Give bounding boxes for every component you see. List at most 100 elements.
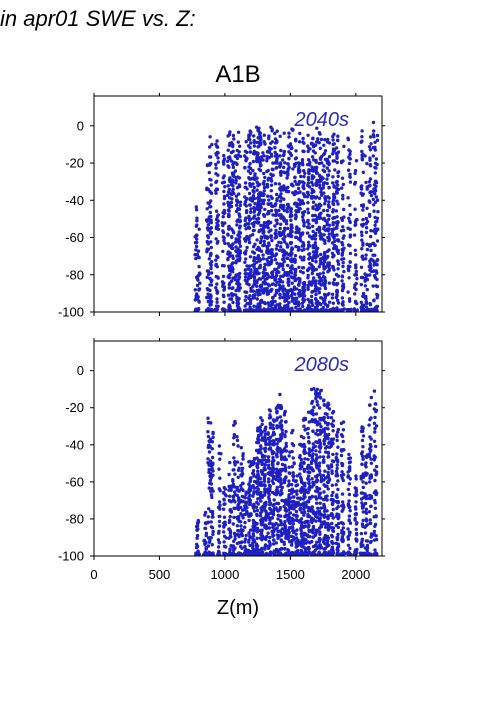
data-point [349, 307, 353, 311]
data-point [376, 210, 380, 214]
data-point [209, 520, 213, 524]
data-point [282, 292, 286, 296]
data-point [341, 225, 345, 229]
data-point [297, 280, 302, 285]
y-tick-label: -20 [65, 156, 84, 171]
data-point [243, 149, 248, 153]
data-point [332, 142, 336, 146]
data-point [257, 271, 261, 275]
data-point [252, 279, 257, 283]
data-point [309, 518, 314, 522]
data-point [290, 525, 294, 529]
data-point [306, 426, 310, 431]
data-point [266, 282, 270, 286]
data-point [272, 474, 276, 479]
data-point [306, 545, 311, 550]
data-point [322, 143, 326, 147]
data-point [233, 490, 237, 494]
data-point [236, 505, 240, 510]
data-point [319, 252, 323, 257]
data-point [208, 210, 212, 215]
data-point [275, 261, 279, 265]
data-point [285, 271, 289, 275]
data-point [238, 203, 243, 208]
data-point [274, 218, 278, 222]
data-point [289, 210, 293, 214]
data-point [270, 479, 274, 483]
data-point [287, 454, 291, 458]
data-point [319, 193, 324, 197]
data-point [368, 163, 373, 167]
data-point [322, 169, 327, 174]
data-point [241, 457, 245, 461]
data-point [325, 177, 329, 181]
data-point [375, 133, 380, 138]
data-point [273, 224, 277, 228]
data-point [313, 495, 318, 499]
data-point [268, 439, 272, 443]
data-point [368, 442, 372, 447]
data-point [336, 174, 340, 178]
data-point [247, 302, 251, 306]
data-point [335, 138, 340, 142]
data-point [236, 444, 240, 448]
data-point [325, 263, 330, 267]
data-point [231, 479, 235, 483]
data-point [293, 138, 298, 142]
y-tick-label: -80 [65, 511, 84, 526]
data-point [342, 215, 346, 219]
data-point [274, 228, 278, 233]
data-point [197, 287, 201, 292]
data-point [316, 506, 320, 510]
data-point [252, 548, 256, 552]
data-point [245, 209, 249, 213]
data-point [235, 524, 240, 528]
data-point [264, 441, 268, 446]
data-point [315, 428, 319, 433]
data-point [283, 235, 287, 239]
data-point [238, 249, 242, 253]
data-point [255, 279, 259, 283]
data-point [194, 248, 198, 252]
data-point [374, 408, 379, 413]
data-point [208, 189, 212, 194]
data-point [335, 154, 339, 159]
data-point [293, 179, 297, 184]
data-point [266, 194, 270, 198]
data-point [340, 275, 345, 279]
data-point [364, 230, 369, 234]
data-point [215, 221, 219, 225]
data-point [296, 496, 300, 500]
data-point [347, 456, 351, 461]
data-point [279, 457, 284, 461]
data-point [374, 179, 378, 183]
data-point [274, 541, 278, 545]
data-point [374, 307, 379, 312]
data-point [315, 501, 319, 505]
data-point [251, 168, 255, 173]
data-point [253, 208, 257, 212]
data-point [360, 135, 364, 139]
data-point [216, 538, 221, 542]
data-point [286, 185, 290, 190]
data-point [292, 275, 297, 280]
data-point [354, 264, 358, 268]
data-point [227, 520, 231, 525]
data-point [354, 300, 358, 304]
data-point [284, 475, 288, 480]
data-point [270, 452, 275, 456]
data-point [286, 206, 290, 210]
data-point [276, 449, 280, 454]
data-point [244, 197, 249, 201]
data-point [318, 546, 322, 550]
data-point [264, 502, 268, 507]
data-point [218, 514, 222, 519]
data-point [334, 180, 338, 184]
data-point [251, 494, 255, 498]
data-point [263, 543, 268, 547]
data-point [282, 131, 286, 135]
data-point [275, 140, 279, 144]
data-point [315, 540, 319, 544]
plot-frame [93, 340, 383, 557]
data-point [247, 222, 251, 226]
